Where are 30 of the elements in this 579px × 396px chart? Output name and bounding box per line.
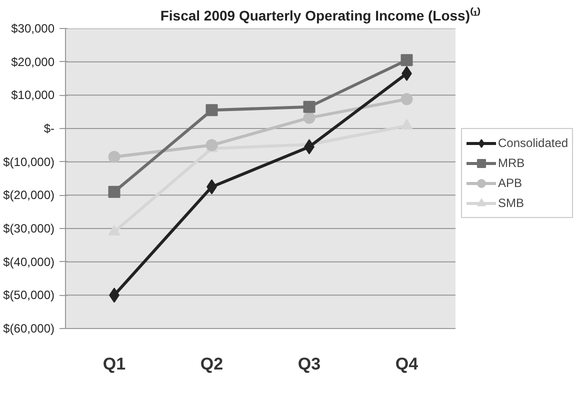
y-tick-label: $-	[44, 122, 55, 136]
y-tick-label: $20,000	[11, 54, 55, 69]
x-tick-label: Q4	[395, 354, 419, 374]
point	[303, 112, 316, 124]
x-tick-label: Q2	[200, 354, 224, 374]
legend-label: Consolidated	[498, 136, 568, 150]
point	[108, 224, 120, 236]
y-tick-label: $(20,000)	[3, 188, 55, 202]
point	[206, 104, 218, 116]
point	[400, 93, 413, 106]
point	[206, 139, 218, 152]
y-tick-label: $(30,000)	[3, 222, 55, 236]
point	[400, 118, 413, 130]
point	[402, 66, 412, 81]
x-tick-label: Q3	[298, 354, 321, 374]
y-tick-label: $30,000	[11, 22, 55, 36]
legend-label: APB	[498, 176, 522, 190]
legend-label: MRB	[498, 156, 525, 170]
point	[303, 100, 316, 113]
y-tick-label: $(50,000)	[3, 288, 55, 302]
x-tick-label: Q1	[102, 354, 126, 374]
chart-title: Fiscal 2009 Quarterly Operating Income (Loss)⁽¹⁾	[160, 8, 481, 24]
y-tick-label: $10,000	[11, 88, 55, 102]
legend-label: SMB	[498, 196, 524, 210]
y-tick-label: $(40,000)	[3, 254, 55, 269]
point	[108, 150, 120, 163]
point	[108, 186, 120, 198]
point	[400, 54, 413, 66]
y-tick-label: $(10,000)	[3, 154, 55, 169]
y-tick-label: $(60,000)	[3, 322, 55, 336]
